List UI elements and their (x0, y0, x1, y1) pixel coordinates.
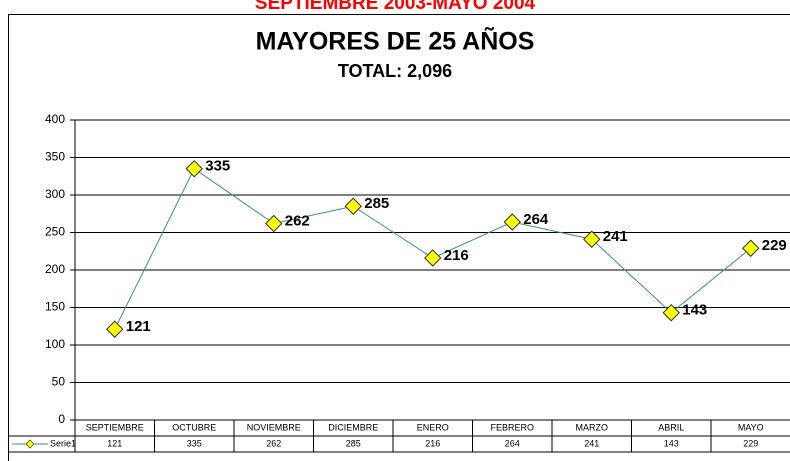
x-tick-label: ABRIL (658, 422, 684, 432)
marker (344, 197, 362, 215)
y-tick-label: 150 (45, 300, 65, 314)
value-label: 335 (205, 158, 230, 175)
table-value: 285 (346, 438, 361, 448)
marker (265, 214, 283, 233)
value-label: 241 (603, 228, 628, 245)
x-tick-label: NOVIEMBRE (247, 422, 301, 432)
marker (662, 304, 680, 322)
value-label: 264 (523, 211, 549, 228)
value-label: 285 (364, 195, 389, 212)
x-tick-label: OCTUBRE (172, 422, 216, 432)
value-label: 143 (682, 302, 707, 319)
chart-subtitle: TOTAL: 2,096 (338, 61, 452, 81)
legend-label: Serie1 (50, 438, 76, 448)
y-tick-label: 300 (45, 187, 65, 201)
table-value: 121 (107, 438, 122, 448)
y-tick-label: 350 (45, 150, 65, 164)
table-value: 241 (584, 438, 599, 448)
y-tick-label: 100 (45, 337, 65, 351)
marker (424, 249, 442, 267)
value-label: 216 (444, 247, 469, 264)
x-tick-label: DICIEMBRE (328, 422, 378, 432)
x-tick-label: ENERO (417, 422, 449, 432)
x-tick-label: FEBRERO (490, 422, 534, 432)
table-value: 143 (664, 438, 679, 448)
marker (742, 239, 760, 257)
y-tick-label: 200 (45, 262, 65, 276)
legend-marker (25, 439, 35, 449)
marker (583, 230, 601, 248)
x-tick-label: MARZO (576, 422, 609, 432)
table-value: 335 (187, 438, 202, 448)
table-value: 262 (266, 438, 281, 448)
chart-title: MAYORES DE 25 AÑOS (256, 26, 535, 56)
value-label: 121 (126, 318, 151, 335)
y-tick-label: 0 (58, 412, 65, 426)
table-value: 216 (425, 438, 440, 448)
value-label: 262 (285, 212, 310, 229)
table-value: 229 (743, 438, 758, 448)
marker (185, 160, 203, 178)
marker (106, 320, 124, 338)
chart-border (8, 14, 790, 461)
y-tick-label: 400 (45, 112, 65, 126)
value-label: 229 (762, 237, 787, 254)
x-tick-label: MAYO (738, 422, 764, 432)
y-tick-label: 50 (52, 375, 66, 389)
x-tick-label: SEPTIEMBRE (86, 422, 144, 432)
header: SEPTIEMBRE 2003-MAYO 2004 (255, 0, 536, 14)
y-tick-label: 250 (45, 225, 65, 239)
table-value: 264 (505, 438, 520, 448)
marker (503, 213, 521, 231)
